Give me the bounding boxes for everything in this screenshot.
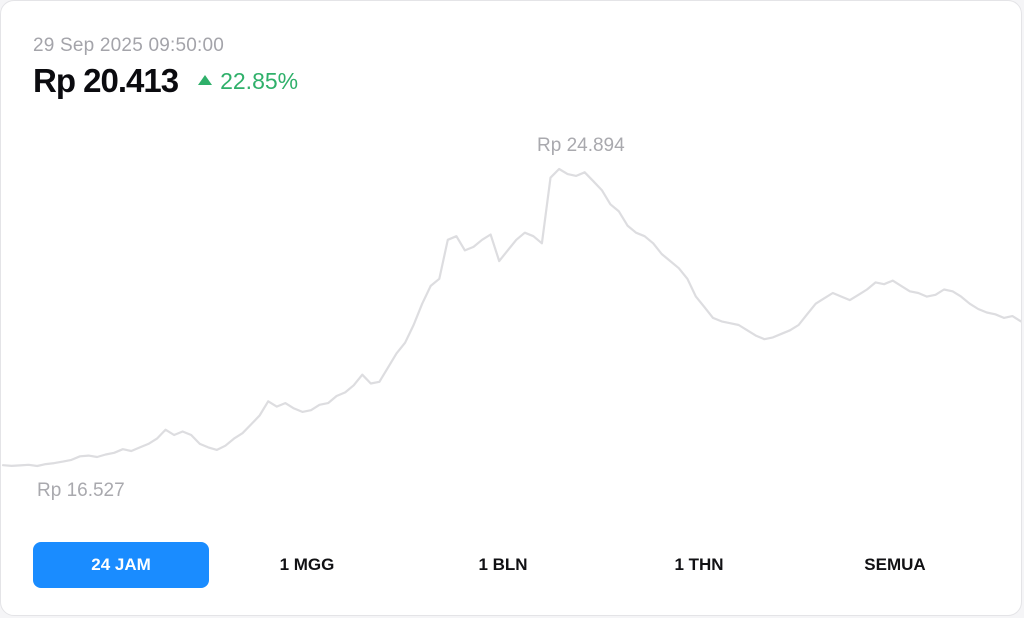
price-row: Rp 20.413 22.85% bbox=[33, 61, 298, 101]
high-price-label: Rp 24.894 bbox=[537, 135, 625, 156]
triangle-up-icon bbox=[198, 75, 213, 85]
timestamp: 29 Sep 2025 09:50:00 bbox=[33, 35, 225, 56]
low-price-label: Rp 16.527 bbox=[37, 480, 125, 501]
tab-semua[interactable]: SEMUA bbox=[864, 555, 926, 574]
tab-1-mgg[interactable]: 1 MGG bbox=[279, 555, 335, 574]
tab-1-bln[interactable]: 1 BLN bbox=[478, 555, 528, 574]
tab-24-jam[interactable]: 24 JAM bbox=[33, 542, 209, 588]
tab-1-thn[interactable]: 1 THN bbox=[674, 555, 724, 574]
price-series-line bbox=[1, 167, 1021, 468]
timeframe-tabs: 24 JAM 1 MGG 1 BLN 1 THN SEMUA bbox=[33, 542, 993, 588]
current-price: Rp 20.413 bbox=[33, 62, 179, 99]
price-change-value: 22.85% bbox=[220, 67, 299, 94]
price-change: 22.85% bbox=[198, 68, 298, 95]
